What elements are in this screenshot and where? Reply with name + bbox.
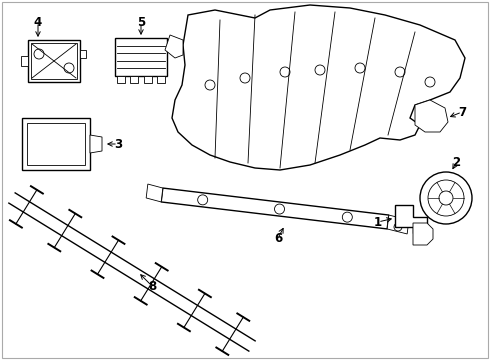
Circle shape bbox=[428, 180, 464, 216]
Polygon shape bbox=[172, 5, 465, 170]
Circle shape bbox=[394, 223, 402, 231]
Polygon shape bbox=[415, 100, 448, 132]
Circle shape bbox=[280, 67, 290, 77]
Circle shape bbox=[205, 80, 215, 90]
Text: 7: 7 bbox=[458, 105, 466, 118]
Circle shape bbox=[197, 195, 208, 205]
Polygon shape bbox=[165, 35, 183, 58]
Bar bbox=[115, 38, 167, 76]
Polygon shape bbox=[395, 205, 427, 233]
Circle shape bbox=[395, 67, 405, 77]
Bar bbox=[144, 76, 152, 83]
Circle shape bbox=[420, 172, 472, 224]
Circle shape bbox=[355, 63, 365, 73]
Bar bbox=[80, 50, 86, 58]
Bar bbox=[157, 76, 165, 83]
Circle shape bbox=[343, 212, 352, 222]
Circle shape bbox=[34, 49, 44, 59]
Bar bbox=[27, 123, 85, 165]
Circle shape bbox=[439, 191, 453, 205]
Bar bbox=[117, 76, 125, 83]
Circle shape bbox=[315, 65, 325, 75]
Polygon shape bbox=[387, 215, 409, 234]
Circle shape bbox=[240, 73, 250, 83]
Bar bbox=[28, 40, 80, 82]
Text: 3: 3 bbox=[114, 138, 122, 150]
Bar bbox=[130, 76, 138, 83]
Text: 1: 1 bbox=[374, 216, 382, 229]
Bar bbox=[31, 43, 77, 79]
Circle shape bbox=[274, 204, 285, 214]
Polygon shape bbox=[413, 223, 433, 245]
Text: 4: 4 bbox=[34, 15, 42, 28]
Polygon shape bbox=[161, 188, 389, 229]
Text: 6: 6 bbox=[274, 231, 282, 244]
Text: 2: 2 bbox=[452, 157, 460, 170]
Polygon shape bbox=[146, 184, 163, 202]
Circle shape bbox=[64, 63, 74, 73]
Circle shape bbox=[425, 77, 435, 87]
Bar bbox=[22, 118, 90, 170]
Text: 8: 8 bbox=[148, 279, 156, 292]
Text: 5: 5 bbox=[137, 15, 145, 28]
Bar bbox=[21, 56, 28, 66]
Polygon shape bbox=[90, 135, 102, 153]
